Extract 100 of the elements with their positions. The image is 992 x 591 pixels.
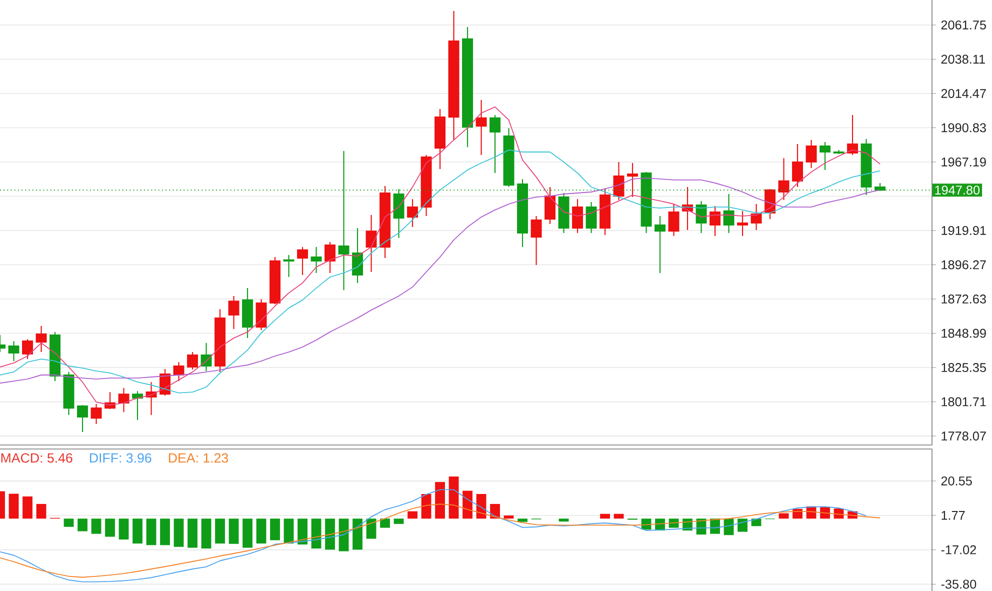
y-tick-label: 1801.71 — [942, 397, 986, 406]
candlestick — [627, 162, 638, 198]
line-series — [0, 106, 880, 406]
text: MACD: 5.46 — [1, 453, 72, 463]
candlestick — [462, 26, 474, 148]
bar — [242, 518, 252, 548]
bar — [118, 518, 129, 540]
bar — [311, 518, 322, 548]
candlestick — [310, 246, 322, 274]
candlestick — [792, 143, 804, 188]
bar — [256, 518, 266, 544]
bar — [462, 490, 472, 519]
bar — [614, 514, 624, 519]
bar — [174, 518, 184, 547]
candlestick — [270, 256, 280, 305]
bar — [352, 518, 362, 550]
candlestick — [256, 298, 267, 331]
bar — [518, 518, 528, 522]
candlestick — [407, 198, 418, 228]
candlestick — [324, 241, 336, 274]
candlestick — [600, 188, 611, 236]
bar — [778, 513, 789, 519]
candlestick — [710, 206, 721, 237]
candlestick — [50, 331, 60, 382]
bar — [78, 518, 88, 532]
y-tick-label: 1872.63 — [942, 294, 986, 304]
bar — [228, 518, 239, 544]
ref-line-label: 1947.80 — [935, 186, 980, 195]
bar — [91, 518, 102, 534]
candlestick — [434, 108, 446, 170]
candlestick — [200, 342, 212, 372]
y-tick-label: 1778.07 — [942, 432, 986, 441]
bar — [201, 518, 212, 548]
bar — [160, 518, 170, 546]
y-tick-label: 2061.75 — [941, 20, 986, 30]
candlestick — [572, 198, 584, 234]
candlestick — [778, 158, 790, 200]
bar — [408, 511, 418, 519]
bar — [820, 507, 830, 519]
candlestick — [558, 192, 570, 234]
candlestick — [737, 210, 748, 237]
y-tick-label: -17.02 — [941, 545, 976, 554]
candlestick — [613, 161, 624, 200]
candlestick — [118, 388, 130, 413]
candlestick — [297, 246, 308, 276]
y-tick-label: 1848.99 — [942, 328, 986, 338]
bar — [284, 518, 294, 544]
bar — [325, 518, 335, 550]
bar — [435, 482, 445, 519]
candlestick — [544, 186, 556, 225]
candlestick — [668, 203, 680, 237]
bar — [270, 518, 280, 540]
candlestick — [723, 193, 734, 234]
candlestick — [228, 295, 240, 330]
bar — [146, 518, 156, 546]
y-tick-label: 1.77 — [942, 511, 965, 520]
y-tick-label: 20.55 — [941, 476, 972, 486]
candlestick — [242, 288, 253, 339]
bar — [421, 494, 432, 519]
candlestick — [214, 308, 226, 372]
y-tick-label: 2014.47 — [941, 89, 986, 98]
y-tick-label: 2038.11 — [941, 54, 985, 64]
candlestick — [503, 128, 514, 188]
bar — [188, 518, 198, 548]
line-series — [0, 489, 867, 582]
candlestick — [366, 214, 377, 273]
bar — [600, 514, 610, 519]
candlestick — [283, 254, 294, 278]
candlestick — [530, 216, 542, 266]
bar — [298, 518, 308, 544]
bar — [504, 515, 514, 519]
candlestick — [833, 149, 844, 155]
candlestick — [420, 154, 432, 217]
candlestick — [654, 216, 666, 274]
bar — [105, 518, 115, 537]
y-tick-label: 1990.83 — [942, 123, 986, 132]
candlestick — [586, 201, 597, 234]
candlestick — [806, 139, 817, 169]
candlestick — [476, 99, 487, 156]
candlestick — [380, 186, 391, 259]
candlestick — [90, 403, 102, 425]
bar — [8, 494, 19, 519]
bar — [338, 518, 349, 552]
candlestick — [36, 325, 47, 352]
candlestick — [173, 361, 184, 382]
bar — [36, 504, 46, 519]
candlestick — [63, 371, 74, 416]
bar — [64, 518, 74, 527]
bar — [366, 518, 376, 539]
y-tick-label: 1919.91 — [942, 226, 986, 235]
bar — [215, 518, 225, 544]
bar — [558, 518, 569, 522]
candlestick — [448, 10, 460, 140]
y-tick-label: 1825.35 — [942, 363, 986, 372]
bar — [380, 518, 390, 528]
text: DIFF: 3.96 — [90, 453, 152, 463]
text: DEA: 1.23 — [168, 453, 228, 463]
y-tick-label: 1896.27 — [942, 260, 986, 270]
bar — [394, 518, 404, 524]
bar — [22, 496, 32, 519]
